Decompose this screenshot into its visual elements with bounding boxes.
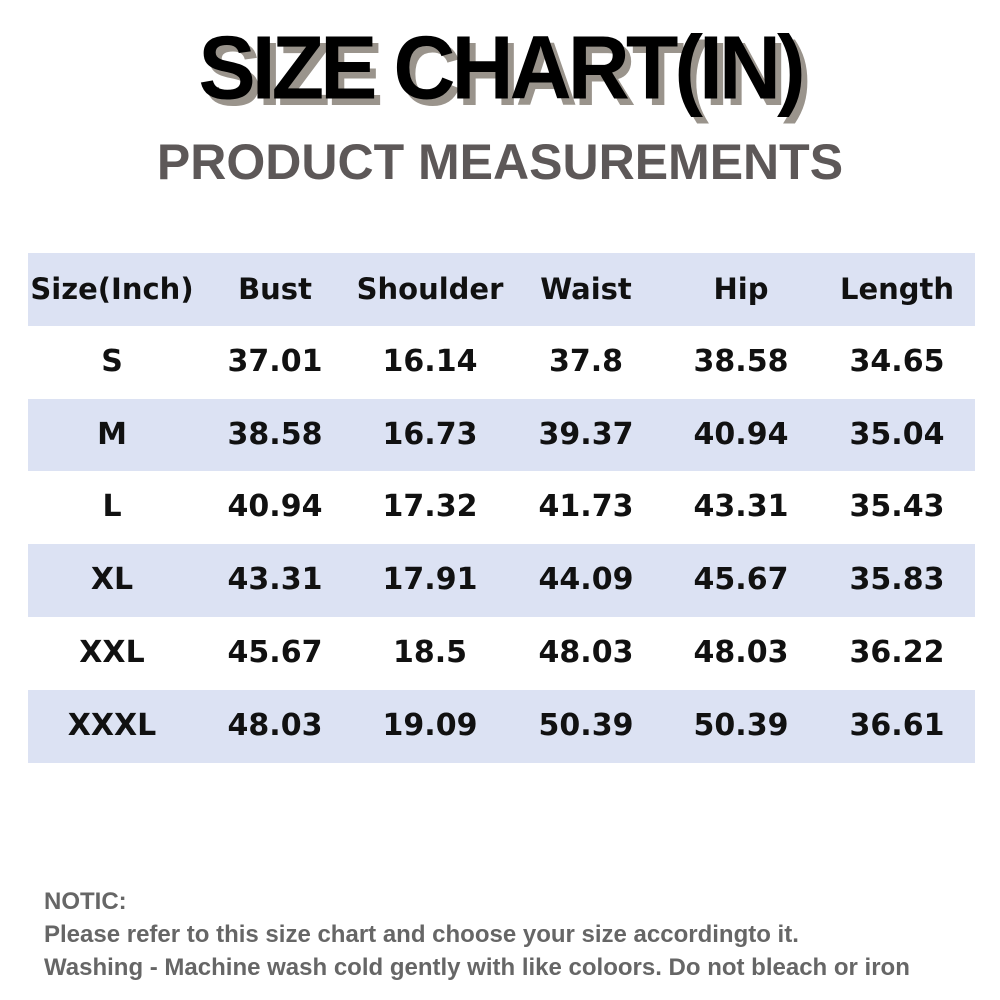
table-cell: XXL: [79, 634, 145, 670]
table-cell: 45.67: [227, 634, 323, 670]
table-row: L 40.94 17.32 41.73 43.31 35.43: [28, 471, 975, 544]
table-cell: 35.83: [849, 562, 945, 598]
table-cell: M: [97, 416, 127, 452]
table-cell: 36.22: [849, 634, 945, 670]
table-cell: 41.73: [538, 489, 634, 525]
table-cell: 38.58: [227, 416, 323, 452]
table-cell: 37.8: [548, 343, 624, 379]
header-row: Size(Inch) Bust Shoulder Waist Hip Length: [28, 253, 975, 326]
table-cell: 48.03: [227, 707, 323, 743]
table-row: XXL 45.67 18.5 48.03 48.03 36.22: [28, 617, 975, 690]
title: SIZE CHART(IN): [198, 17, 805, 119]
size-table: Size(Inch) Bust Shoulder Waist Hip Length S 37.…: [28, 253, 975, 763]
table-cell: 39.37: [538, 416, 634, 452]
table-cell: 43.31: [693, 489, 789, 525]
table-cell: 40.94: [227, 489, 323, 525]
table-cell: 43.31: [227, 562, 323, 598]
note-line: Please refer to this size chart and choo…: [44, 921, 799, 948]
table-cell: 17.32: [382, 489, 478, 525]
table-cell: 48.03: [693, 634, 789, 670]
note-heading: NOTIC:: [44, 888, 127, 915]
note: NOTIC: Please refer to this size chart a…: [44, 885, 910, 984]
table-cell: 40.94: [693, 416, 789, 452]
table-cell: XL: [90, 562, 134, 598]
table-cell: 37.01: [227, 343, 323, 379]
table-cell: 16.73: [382, 416, 478, 452]
table-cell: 17.91: [382, 562, 478, 598]
table-cell: 50.39: [693, 707, 789, 743]
table-row: M 38.58 16.73 39.37 40.94 35.04: [28, 398, 975, 472]
header-cell: Bust: [238, 272, 312, 306]
note-line: Washing - Machine wash cold gently with …: [44, 954, 910, 981]
table-cell: S: [101, 343, 123, 379]
table-cell: 35.04: [849, 416, 945, 452]
header-cell: Shoulder: [356, 272, 504, 306]
table-row: S 37.01 16.14 37.8 38.58 34.65: [28, 326, 975, 399]
table-cell: 45.67: [693, 562, 789, 598]
subtitle: PRODUCT MEASUREMENTS: [156, 134, 844, 190]
table-cell: XXXL: [67, 707, 157, 743]
table-row: XL 43.31 17.91 44.09 45.67 35.83: [28, 544, 975, 617]
table-row: XXXL 48.03 19.09 50.39 50.39 36.61: [28, 689, 975, 763]
table-cell: 18.5: [392, 634, 468, 670]
table-cell: 16.14: [382, 343, 478, 379]
header-cell: Hip: [713, 272, 769, 306]
header-cell: Size(Inch): [30, 272, 194, 306]
table-cell: 50.39: [538, 707, 634, 743]
table-cell: 19.09: [382, 707, 478, 743]
table-cell: 35.43: [849, 489, 945, 525]
header-cell: Waist: [540, 272, 632, 306]
header-cell: Length: [839, 272, 955, 306]
table-cell: 34.65: [849, 343, 945, 379]
table-cell: 44.09: [538, 562, 634, 598]
table-cell: L: [102, 489, 122, 525]
table-cell: 38.58: [693, 343, 789, 379]
table-cell: 36.61: [849, 707, 945, 743]
table-cell: 48.03: [538, 634, 634, 670]
